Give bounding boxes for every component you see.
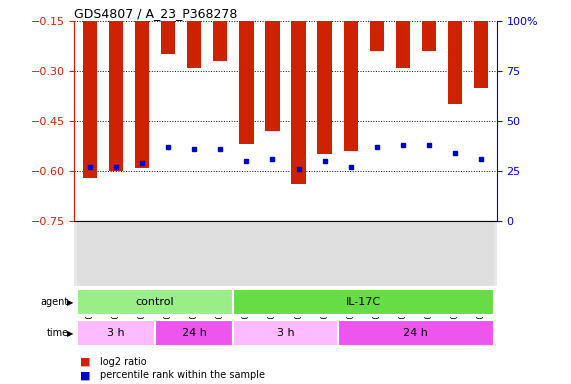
- Bar: [416, 221, 442, 286]
- Bar: [161, 21, 175, 55]
- Bar: [266, 21, 280, 131]
- Bar: [396, 21, 410, 68]
- Bar: [234, 320, 337, 346]
- Bar: [337, 320, 494, 346]
- Bar: [337, 221, 364, 286]
- Text: IL-17C: IL-17C: [346, 297, 381, 308]
- Text: 24 h: 24 h: [404, 328, 428, 338]
- Bar: [364, 221, 390, 286]
- Bar: [390, 221, 416, 286]
- Bar: [181, 221, 207, 286]
- Text: 24 h: 24 h: [182, 328, 207, 338]
- Bar: [312, 221, 337, 286]
- Bar: [77, 290, 234, 315]
- Text: GDS4807 / A_23_P368278: GDS4807 / A_23_P368278: [74, 7, 238, 20]
- Text: ■: ■: [80, 370, 90, 381]
- Text: ■: ■: [80, 356, 90, 367]
- Bar: [422, 21, 436, 51]
- Bar: [207, 221, 234, 286]
- Bar: [77, 320, 155, 346]
- Text: control: control: [136, 297, 174, 308]
- Text: percentile rank within the sample: percentile rank within the sample: [100, 370, 265, 381]
- Text: 3 h: 3 h: [107, 328, 125, 338]
- Bar: [468, 221, 494, 286]
- Text: time: time: [46, 328, 69, 338]
- Bar: [187, 21, 202, 68]
- Bar: [135, 21, 149, 167]
- Bar: [103, 221, 129, 286]
- Text: ▶: ▶: [67, 298, 73, 307]
- Bar: [448, 21, 462, 104]
- Bar: [77, 221, 103, 286]
- Bar: [234, 221, 259, 286]
- Bar: [234, 290, 494, 315]
- Bar: [109, 21, 123, 171]
- Text: ▶: ▶: [67, 329, 73, 338]
- Bar: [317, 21, 332, 154]
- Bar: [474, 21, 488, 88]
- Bar: [291, 21, 305, 184]
- Bar: [442, 221, 468, 286]
- Text: 3 h: 3 h: [277, 328, 294, 338]
- Bar: [129, 221, 155, 286]
- Bar: [239, 21, 254, 144]
- Bar: [344, 21, 358, 151]
- Bar: [213, 21, 227, 61]
- Bar: [259, 221, 286, 286]
- Bar: [155, 221, 181, 286]
- Bar: [155, 320, 234, 346]
- Text: log2 ratio: log2 ratio: [100, 356, 147, 367]
- Bar: [369, 21, 384, 51]
- Bar: [286, 221, 312, 286]
- Text: agent: agent: [41, 297, 69, 308]
- Bar: [83, 21, 97, 177]
